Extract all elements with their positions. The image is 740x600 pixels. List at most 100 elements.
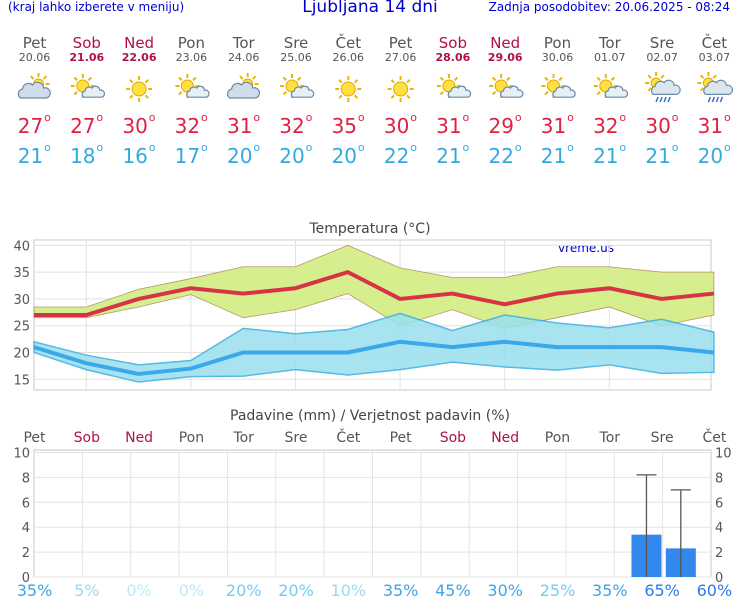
y-tick-label-left: 0 (22, 571, 30, 586)
day-date: 03.07 (699, 51, 731, 64)
y-tick-label-right: 0 (715, 571, 723, 586)
day-name: Sob (73, 34, 101, 52)
sun-cloud-icon (175, 74, 210, 98)
degree-sign: o (410, 141, 417, 154)
y-tick-label: 30 (13, 293, 30, 308)
precip-probability-label: 20% (278, 581, 314, 600)
x-category-label: Tor (599, 430, 621, 446)
precip-probability-label: 35% (592, 581, 628, 600)
day-name: Pon (544, 34, 571, 52)
min-temp: 20 (698, 144, 723, 168)
sun-ray (338, 94, 343, 99)
cloud-shape (447, 85, 472, 98)
x-category-label: Sre (651, 430, 674, 446)
x-category-label: Sob (74, 430, 100, 446)
degree-sign: o (410, 111, 417, 124)
sun-ray (353, 94, 359, 99)
day-name: Tor (232, 34, 256, 52)
max-temp: 32 (593, 114, 618, 138)
day-name: Pet (389, 34, 413, 52)
rain-drop (711, 96, 716, 103)
sun-ray (699, 87, 705, 92)
day-date: 25.06 (280, 51, 312, 64)
sun-ray (338, 79, 343, 84)
sun-ray (544, 76, 549, 82)
degree-sign: o (672, 141, 679, 154)
sun-rain-icon (645, 72, 681, 103)
y-tick-label-right: 2 (715, 546, 723, 561)
day-date: 28.06 (436, 51, 471, 64)
y-tick-label-left: 2 (22, 546, 30, 561)
day-date: 02.07 (646, 51, 678, 64)
sun-rain-icon (697, 72, 734, 103)
rain-drop (663, 96, 667, 103)
min-temp: 17 (175, 144, 200, 168)
day-name: Tor (598, 34, 622, 52)
degree-sign: o (201, 111, 208, 124)
sun-ray (406, 79, 411, 84)
sun-ray (282, 76, 288, 82)
cloud-shape (290, 85, 315, 98)
sun-ray (492, 76, 497, 82)
min-temp: 21 (436, 144, 461, 168)
sun-ray (192, 76, 197, 82)
min-temp-line (33, 339, 715, 376)
degree-sign: o (515, 111, 522, 124)
x-category-label: Ned (125, 430, 153, 446)
max-temp: 27 (70, 114, 95, 138)
sun-cloud-icon (436, 74, 472, 98)
max-temp: 30 (122, 114, 147, 138)
sun-ray (439, 90, 444, 96)
sun-ray (492, 90, 497, 96)
sun-ray (647, 87, 652, 92)
max-temp: 31 (698, 114, 723, 138)
day-date: 01.07 (594, 51, 626, 64)
rain-drop (715, 96, 720, 103)
degree-sign: o (724, 141, 731, 154)
degree-sign: o (463, 141, 470, 154)
x-category-label: Pon (545, 430, 570, 446)
y-tick-label: 25 (13, 320, 30, 335)
precip-probability-label: 60% (697, 581, 733, 600)
y-tick-label: 35 (13, 266, 30, 281)
sun-ray (353, 79, 359, 84)
rain-drop (659, 96, 663, 103)
sun-ray (178, 76, 183, 82)
cloud-shape (604, 85, 629, 98)
x-category-label: Tor (232, 430, 254, 446)
precipitation-chart-title: Padavine (mm) / Verjetnost padavin (%) (230, 408, 510, 424)
sun-ray (42, 75, 47, 80)
watermark: vreme.us (558, 241, 614, 255)
y-tick-label-left: 8 (22, 471, 30, 486)
degree-sign: o (96, 141, 103, 154)
x-category-label: Sre (285, 430, 308, 446)
partly-cloudy-icon (17, 73, 51, 99)
max-temp: 29 (488, 114, 513, 138)
degree-sign: o (253, 141, 260, 154)
day-name: Čet (336, 33, 362, 52)
max-temp: 32 (279, 114, 304, 138)
sun-ray (390, 94, 395, 99)
max-temp: 31 (227, 114, 252, 138)
sun-icon (126, 76, 153, 102)
cloud-shape (703, 79, 734, 95)
partly-cloudy-icon (227, 73, 260, 99)
max-temp: 30 (384, 114, 409, 138)
sun-ray (144, 79, 149, 84)
min-temp: 22 (488, 144, 513, 168)
page-title: Ljubljana 14 dni (302, 0, 438, 17)
cloud-shape (227, 81, 260, 99)
day-date: 20.06 (19, 51, 51, 64)
last-update: Zadnja posodobitev: 20.06.2025 - 08:24 (488, 0, 730, 14)
sun-cloud-icon (489, 74, 524, 98)
degree-sign: o (619, 111, 626, 124)
degree-sign: o (44, 141, 51, 154)
rain-drop (655, 96, 659, 103)
max-temp: 32 (175, 114, 200, 138)
precip-probability-label: 35% (17, 581, 53, 600)
sun-cloud-icon (70, 74, 106, 98)
min-temp: 21 (541, 144, 566, 168)
precip-probability-label: 30% (487, 581, 523, 600)
degree-sign: o (149, 141, 156, 154)
min-temp: 22 (384, 144, 409, 168)
